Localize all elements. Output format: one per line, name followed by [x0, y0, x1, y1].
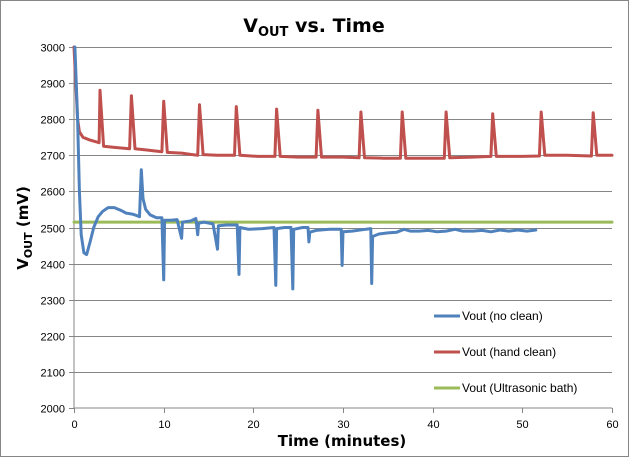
x-tick-label: 40 — [427, 419, 439, 431]
x-tick-label: 20 — [247, 419, 259, 431]
legend-label: Vout (hand clean) — [462, 345, 556, 359]
y-tick-label: 2700 — [41, 151, 65, 163]
legend: Vout (no clean) Vout (hand clean) Vout (Ul… — [434, 309, 577, 395]
x-tick-label: 10 — [158, 419, 170, 431]
y-tick-label: 2900 — [41, 79, 65, 91]
legend-item: Vout (hand clean) — [434, 345, 556, 359]
x-axis-title: Time (minutes) — [278, 432, 407, 450]
y-axis-title: VOUT (mV) — [14, 186, 35, 270]
y-ticks: 2000 2100 2200 2300 2400 2500 2600 2700 2800 2900… — [41, 43, 74, 416]
y-tick-label: 3000 — [41, 43, 65, 55]
x-tick-label: 0 — [71, 419, 77, 431]
series-group — [72, 45, 614, 291]
legend-item: Vout (no clean) — [434, 309, 543, 323]
legend-item: Vout (Ultrasonic bath) — [434, 381, 577, 395]
gridlines — [74, 47, 612, 373]
y-tick-label: 2000 — [41, 404, 65, 416]
x-ticks: 0 10 20 30 40 50 60 — [71, 408, 619, 431]
y-tick-label: 2600 — [41, 187, 65, 199]
y-tick-label: 2300 — [41, 296, 65, 308]
series-line-vout-no-clean — [73, 45, 538, 291]
y-tick-label: 2400 — [41, 260, 65, 272]
legend-label: Vout (Ultrasonic bath) — [462, 381, 577, 395]
chart-title-subscript: OUT — [258, 25, 289, 40]
legend-label: Vout (no clean) — [462, 309, 543, 323]
series-line-vout-hand-clean — [72, 45, 614, 160]
y-axis-title-subscript: OUT — [22, 232, 35, 258]
y-tick-label: 2100 — [41, 368, 65, 380]
y-tick-label: 2500 — [41, 224, 65, 236]
y-tick-label: 2200 — [41, 332, 65, 344]
chart-title: VOUT vs. Time — [243, 15, 385, 40]
x-tick-label: 60 — [606, 419, 618, 431]
x-tick-label: 30 — [337, 419, 349, 431]
x-tick-label: 50 — [516, 419, 528, 431]
y-tick-label: 2800 — [41, 115, 65, 127]
